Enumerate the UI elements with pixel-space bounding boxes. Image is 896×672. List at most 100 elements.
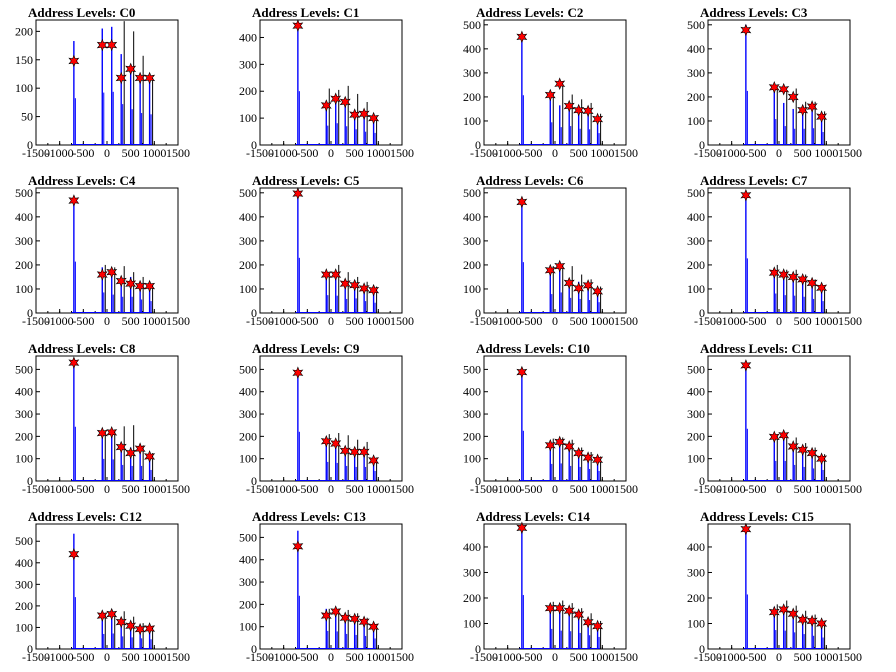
fit-marker	[292, 19, 304, 32]
fit-marker	[740, 188, 752, 202]
fit-marker	[106, 265, 118, 279]
x-tick-label: -500	[520, 314, 542, 328]
fit-marker	[68, 194, 80, 207]
x-tick-label: -1000	[46, 482, 74, 496]
x-tick-label: -500	[744, 482, 766, 496]
fit-marker	[806, 446, 818, 460]
fit-marker	[349, 108, 361, 121]
x-tick-label: -1500	[22, 146, 50, 160]
fit-marker	[368, 111, 380, 125]
x-tick-label: -1500	[694, 482, 722, 496]
chart-panel-c1: -1500 -1000 -500 0 500 1000 1500 0 100 200 300 400 A…	[224, 0, 448, 168]
fit-marker	[339, 277, 351, 291]
panel-title: Address Levels: C9	[252, 341, 360, 356]
x-tick-label: -500	[296, 650, 318, 664]
y-tick-label: 100	[15, 620, 33, 634]
x-tick-label: 1000	[814, 482, 838, 496]
plot-frame	[259, 355, 403, 482]
y-tick-label: 500	[15, 534, 33, 548]
x-tick-label: 500	[570, 650, 588, 664]
chart-panel-c3: -1500 -1000 -500 0 500 1000 1500 0 100 200 300 400 5…	[672, 0, 896, 168]
y-tick-label: 200	[239, 258, 257, 272]
x-tick-label: -1500	[22, 482, 50, 496]
fit-marker	[768, 266, 780, 279]
x-tick-label: 500	[570, 482, 588, 496]
fit-marker	[96, 609, 108, 622]
x-tick-label: -1000	[718, 146, 746, 160]
y-tick-label: 200	[463, 591, 481, 605]
y-tick-label: 300	[15, 407, 33, 421]
x-tick-label: -1500	[470, 314, 498, 328]
chart-panel-c0: -1500 -1000 -500 0 500 1000 1500 0 50 100 150 200 Ad…	[0, 0, 224, 168]
x-tick-label: 1500	[838, 146, 862, 160]
fit-marker	[516, 521, 528, 535]
plot-frame	[707, 523, 851, 650]
panel-title: Address Levels: C6	[476, 173, 584, 188]
y-tick-label: 300	[463, 234, 481, 248]
fit-marker	[134, 622, 146, 636]
chart-svg: -1500-1000-500 0 500 1000 150001002003004005…	[239, 186, 414, 328]
x-tick-label: -1500	[246, 146, 274, 160]
fit-marker	[573, 103, 585, 117]
x-tick-label: 1500	[390, 482, 414, 496]
y-tick-label: 0	[251, 642, 257, 656]
chart-panel-c15: -1500 -1000 -500 0 500 1000 1500 0 100 200 300 400 A…	[672, 504, 896, 672]
y-tick-label: 0	[699, 138, 705, 152]
y-tick-label: 300	[15, 577, 33, 591]
fit-marker	[554, 77, 566, 90]
fit-marker	[349, 278, 361, 292]
y-tick-label: 0	[699, 642, 705, 656]
x-tick-label: -500	[744, 314, 766, 328]
panel-title: Address Levels: C7	[700, 173, 808, 188]
fit-marker	[797, 443, 809, 457]
y-tick-label: 100	[463, 452, 481, 466]
fit-marker	[96, 38, 108, 52]
x-tick-label: -1000	[46, 146, 74, 160]
x-tick-label: 0	[776, 482, 782, 496]
y-tick-label: 300	[15, 234, 33, 248]
y-tick-label: 400	[239, 30, 257, 44]
fit-marker	[115, 71, 127, 85]
y-tick-label: 0	[699, 306, 705, 320]
plot-frame	[483, 19, 627, 146]
y-tick-label: 300	[463, 565, 481, 579]
x-tick-label: -500	[72, 314, 94, 328]
x-tick-label: 1500	[166, 650, 190, 664]
fit-marker	[816, 617, 828, 630]
x-tick-label: 0	[328, 146, 334, 160]
chart-svg: -1500-1000-500 0 500 1000 150001002003004005…	[687, 186, 862, 328]
chart-panel-c9: -1500 -1000 -500 0 500 1000 1500 0 100 200 300 400 5…	[224, 336, 448, 504]
y-tick-label: 300	[687, 66, 705, 80]
chart-svg: -1500-1000-500 0 500 1000 150001002003004005…	[15, 355, 190, 496]
x-tick-label: -1500	[694, 650, 722, 664]
x-tick-label: 1500	[838, 482, 862, 496]
fit-marker	[806, 100, 818, 113]
x-tick-label: 500	[346, 482, 364, 496]
x-tick-label: 1500	[614, 314, 638, 328]
chart-panel-c8: -1500 -1000 -500 0 500 1000 1500 0 100 200 300 400 5…	[0, 336, 224, 504]
chart-panel-c5: -1500 -1000 -500 0 500 1000 1500 0 100 200 300 400 5…	[224, 168, 448, 336]
x-tick-label: -1500	[470, 146, 498, 160]
fit-marker	[768, 80, 780, 94]
y-tick-label: 300	[463, 407, 481, 421]
y-tick-label: 500	[239, 530, 257, 544]
chart-panel-c14: -1500 -1000 -500 0 500 1000 1500 0 100 200 300 400 A…	[448, 504, 672, 672]
fit-marker	[330, 268, 342, 281]
chart-svg: -1500-1000-500 0 500 1000 150001002003004005…	[239, 523, 414, 664]
fit-marker	[806, 614, 818, 628]
x-tick-label: -1000	[270, 650, 298, 664]
y-tick-label: 0	[475, 642, 481, 656]
chart-panel-c7: -1500 -1000 -500 0 500 1000 1500 0 100 200 300 400 5…	[672, 168, 896, 336]
fit-marker	[778, 82, 790, 96]
y-tick-label: 200	[15, 24, 33, 38]
y-tick-label: 100	[687, 282, 705, 296]
fit-marker	[573, 608, 585, 621]
x-tick-label: 1000	[590, 482, 614, 496]
x-tick-label: 1000	[366, 146, 390, 160]
panel-title: Address Levels: C12	[28, 509, 142, 524]
x-tick-label: 1000	[590, 314, 614, 328]
fit-marker	[544, 439, 556, 452]
x-tick-label: 0	[104, 650, 110, 664]
y-tick-label: 400	[239, 210, 257, 224]
plot-frame	[259, 19, 403, 146]
